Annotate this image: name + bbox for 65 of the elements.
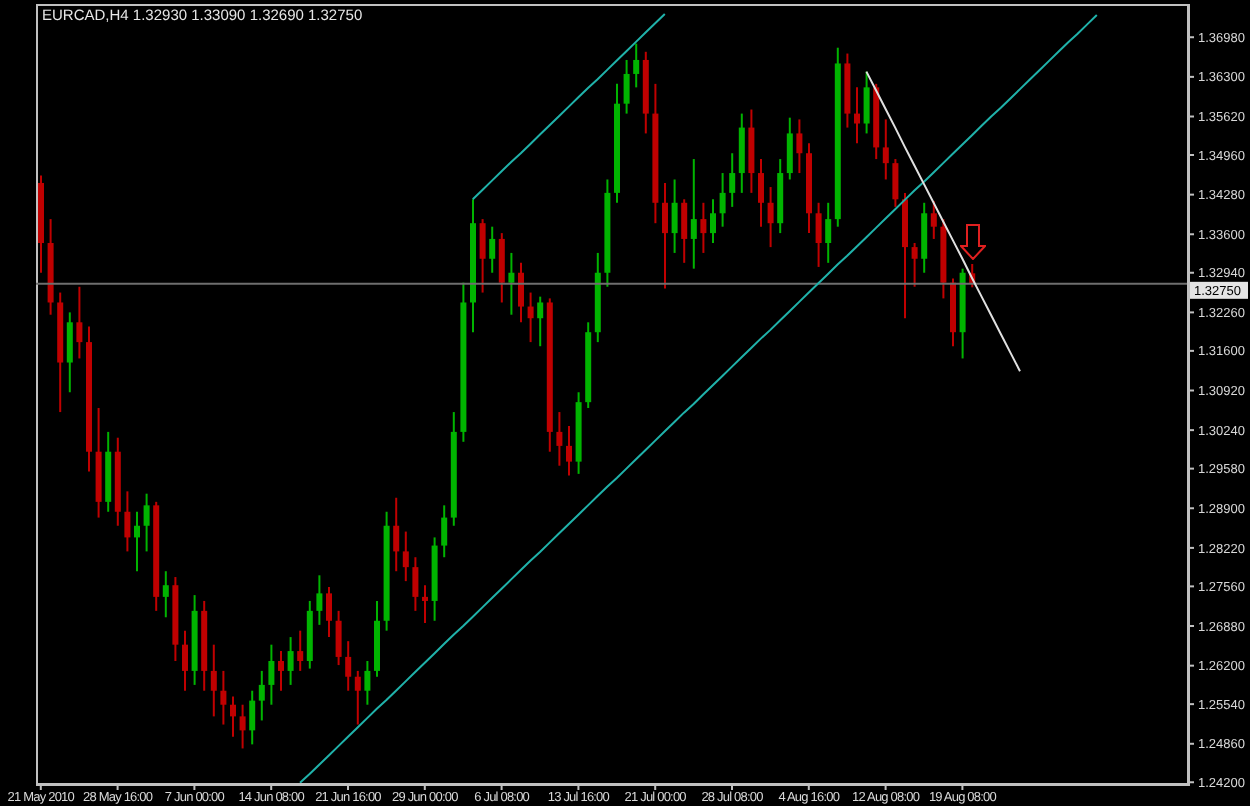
candlestick <box>930 200 937 240</box>
line-series <box>471 12 666 201</box>
candlestick <box>748 108 755 194</box>
candlestick <box>854 86 860 145</box>
candlestick <box>911 242 918 288</box>
candlestick <box>422 584 428 625</box>
candlestick <box>326 585 332 639</box>
candlestick <box>441 504 448 559</box>
line-series <box>865 70 1021 373</box>
candlestick <box>710 198 716 245</box>
candlestick <box>479 218 486 294</box>
candlestick <box>527 291 534 344</box>
candlestick <box>249 689 256 746</box>
candlestick <box>210 643 217 718</box>
candlestick <box>719 172 726 228</box>
candlestick <box>134 510 140 573</box>
candlestick <box>690 158 697 270</box>
candlestick <box>902 191 908 320</box>
candlestick <box>863 70 870 135</box>
candlestick <box>738 112 745 194</box>
candlestick <box>671 178 678 254</box>
candlestick <box>796 118 803 175</box>
candlestick <box>882 118 889 181</box>
candlestick <box>287 636 294 686</box>
candlestick <box>498 232 505 304</box>
candlestick <box>489 225 496 274</box>
candlestick <box>143 492 150 553</box>
candlestick <box>518 261 524 324</box>
candlestick <box>729 152 736 208</box>
candlestick <box>66 311 73 394</box>
candlestick <box>335 609 342 667</box>
candlestick <box>623 58 630 115</box>
candlestick <box>402 530 409 583</box>
candlestick <box>354 669 361 726</box>
candlestick <box>182 629 188 692</box>
candlestick <box>681 198 688 264</box>
candlestick <box>700 201 707 254</box>
candlestick <box>239 703 246 750</box>
candlestick <box>162 570 169 619</box>
candlestick <box>815 201 822 268</box>
candlestick <box>921 201 928 274</box>
candlestick <box>786 116 793 181</box>
candlestick <box>662 181 668 290</box>
candlestick <box>412 556 419 612</box>
candlestick <box>297 629 304 672</box>
candlestick <box>633 42 640 89</box>
candlestick <box>393 496 400 573</box>
candlestick <box>537 295 544 348</box>
candlestick <box>364 660 371 706</box>
candlestick <box>278 650 284 692</box>
candlestick <box>566 425 572 477</box>
candlestick <box>268 643 275 706</box>
candlestick <box>767 186 774 249</box>
candlestick <box>220 669 227 726</box>
candlestick <box>76 285 83 360</box>
candlestick <box>892 158 899 208</box>
candlestick <box>556 411 563 467</box>
candlestick <box>758 158 764 228</box>
candlestick <box>316 574 323 626</box>
candlestick <box>230 695 236 738</box>
candlestick <box>124 490 131 553</box>
candlestick <box>258 669 265 722</box>
candlestick <box>345 640 352 692</box>
candlestick <box>825 201 832 264</box>
candlestick <box>508 251 515 316</box>
